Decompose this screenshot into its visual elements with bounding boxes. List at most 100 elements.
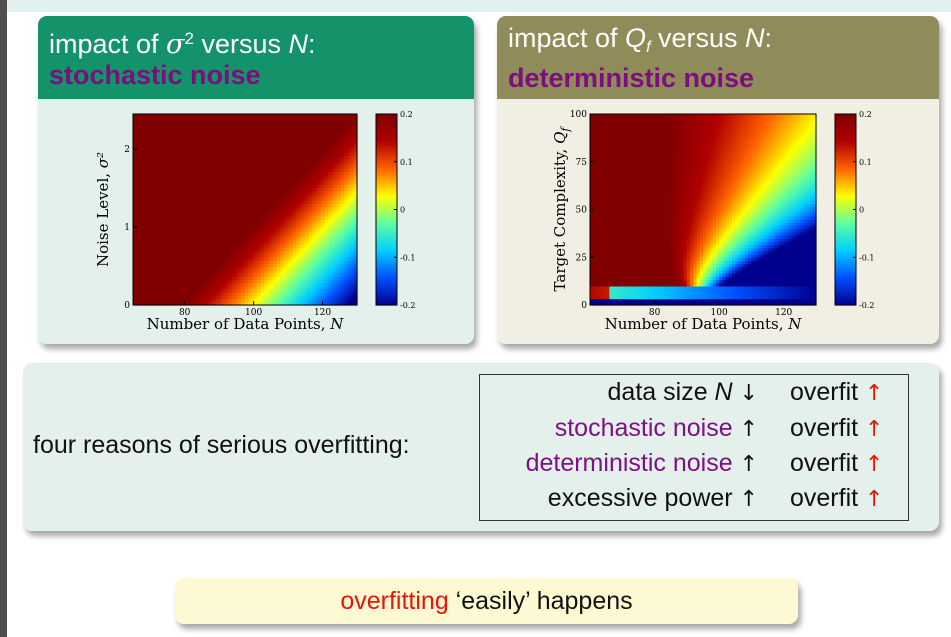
heatmap-cell (312, 149, 316, 153)
heatmap-cell (296, 196, 300, 201)
heatmap-cell (283, 123, 288, 128)
heatmap-cell (606, 212, 610, 217)
heatmap-cell (328, 263, 332, 268)
heatmap-cell (602, 187, 607, 191)
heatmap-cell (165, 187, 169, 191)
heatmap-cell (177, 190, 182, 195)
heatmap-cell (273, 257, 278, 262)
heatmap-cell (155, 225, 160, 230)
heatmap-cell (312, 177, 316, 182)
heatmap-cell (133, 263, 137, 268)
heatmap-cell (280, 254, 284, 258)
heatmap-cell (622, 215, 627, 220)
heatmap-cell (325, 203, 329, 207)
heatmap-cell (149, 161, 153, 166)
heatmap-cell (321, 209, 326, 214)
heatmap-cell (305, 250, 310, 255)
heatmap-cell (209, 238, 214, 242)
heatmap-cell (254, 190, 259, 195)
heatmap-cell (347, 279, 352, 284)
heatmap-cell (158, 123, 163, 128)
heatmap-cell (273, 219, 278, 223)
heatmap-cell (609, 123, 614, 128)
heatmap-cell (216, 174, 220, 179)
heatmap-cell (619, 145, 623, 150)
heatmap-cell (334, 203, 339, 207)
heatmap-cell (296, 171, 300, 176)
heatmap-cell (596, 250, 601, 255)
heatmap-cell (344, 126, 348, 131)
heatmap-cell (181, 269, 185, 274)
heatmap-cell (305, 196, 310, 201)
heatmap-cell (165, 276, 169, 281)
heatmap-cell (197, 212, 201, 217)
heatmap-cell (177, 285, 182, 290)
heatmap-cell (222, 257, 227, 262)
heatmap-cell (325, 180, 329, 185)
heatmap-cell (615, 257, 620, 262)
heatmap-cell (145, 158, 150, 163)
heatmap-cell (139, 282, 144, 287)
heatmap-cell (264, 247, 268, 252)
heatmap-cell (139, 257, 144, 262)
heatmap-cell (200, 269, 204, 274)
heatmap-cell (193, 161, 198, 166)
heatmap-cell (142, 238, 147, 242)
heatmap-cell (590, 142, 594, 147)
heatmap-cell (283, 241, 288, 246)
heatmap-cell (177, 187, 182, 191)
heatmap-cell (596, 263, 601, 268)
heatmap-cell (353, 203, 358, 207)
heatmap-cell (296, 190, 300, 195)
heatmap-cell (203, 215, 208, 220)
heatmap-cell (248, 177, 252, 182)
heatmap-cell (331, 168, 336, 172)
heatmap-cell (241, 289, 246, 293)
heatmap-cell (612, 228, 617, 233)
heatmap-cell (206, 225, 211, 230)
heatmap-cell (190, 149, 195, 153)
heatmap-cell (232, 117, 236, 121)
heatmap-cell (213, 126, 217, 131)
heatmap-cell (225, 184, 230, 188)
heatmap-cell (347, 155, 352, 160)
heatmap-cell (590, 263, 594, 268)
heatmap-cell (219, 257, 224, 262)
heatmap-cell (216, 126, 220, 131)
heatmap-cell (225, 273, 230, 277)
heatmap-cell (187, 289, 192, 293)
heatmap-cell (254, 133, 259, 137)
heatmap-cell (209, 174, 214, 179)
heatmap-cell (286, 145, 291, 150)
heatmap-cell (261, 136, 265, 141)
heatmap-cell (232, 139, 236, 144)
heatmap-cell (305, 129, 310, 134)
heatmap-cell (318, 282, 323, 287)
heatmap-cell (229, 260, 233, 265)
heatmap-cell (165, 158, 169, 163)
heatmap-cell (593, 247, 598, 252)
heatmap-cell (229, 285, 233, 290)
heatmap-cell (254, 203, 259, 207)
heatmap-cell (232, 203, 236, 207)
heatmap-cell (213, 212, 217, 217)
heatmap-cell (133, 187, 137, 191)
heatmap-cell (197, 139, 201, 144)
heatmap-cell (229, 231, 233, 236)
heatmap-cell (171, 126, 176, 131)
heatmap-cell (213, 215, 217, 220)
heatmap-cell (145, 171, 150, 176)
heatmap-cell (277, 164, 281, 169)
heatmap-cell (133, 139, 137, 144)
heatmap-cell (241, 152, 246, 156)
heatmap-cell (187, 203, 192, 207)
heatmap-cell (251, 171, 256, 176)
heatmap-cell (257, 126, 262, 131)
heatmap-cell (609, 285, 614, 290)
heatmap-cell (347, 244, 352, 249)
heatmap-cell (312, 298, 316, 303)
heatmap-cell (347, 209, 352, 214)
heatmap-cell (286, 190, 291, 195)
heatmap-cell (161, 174, 166, 179)
heatmap-cell (235, 129, 240, 134)
